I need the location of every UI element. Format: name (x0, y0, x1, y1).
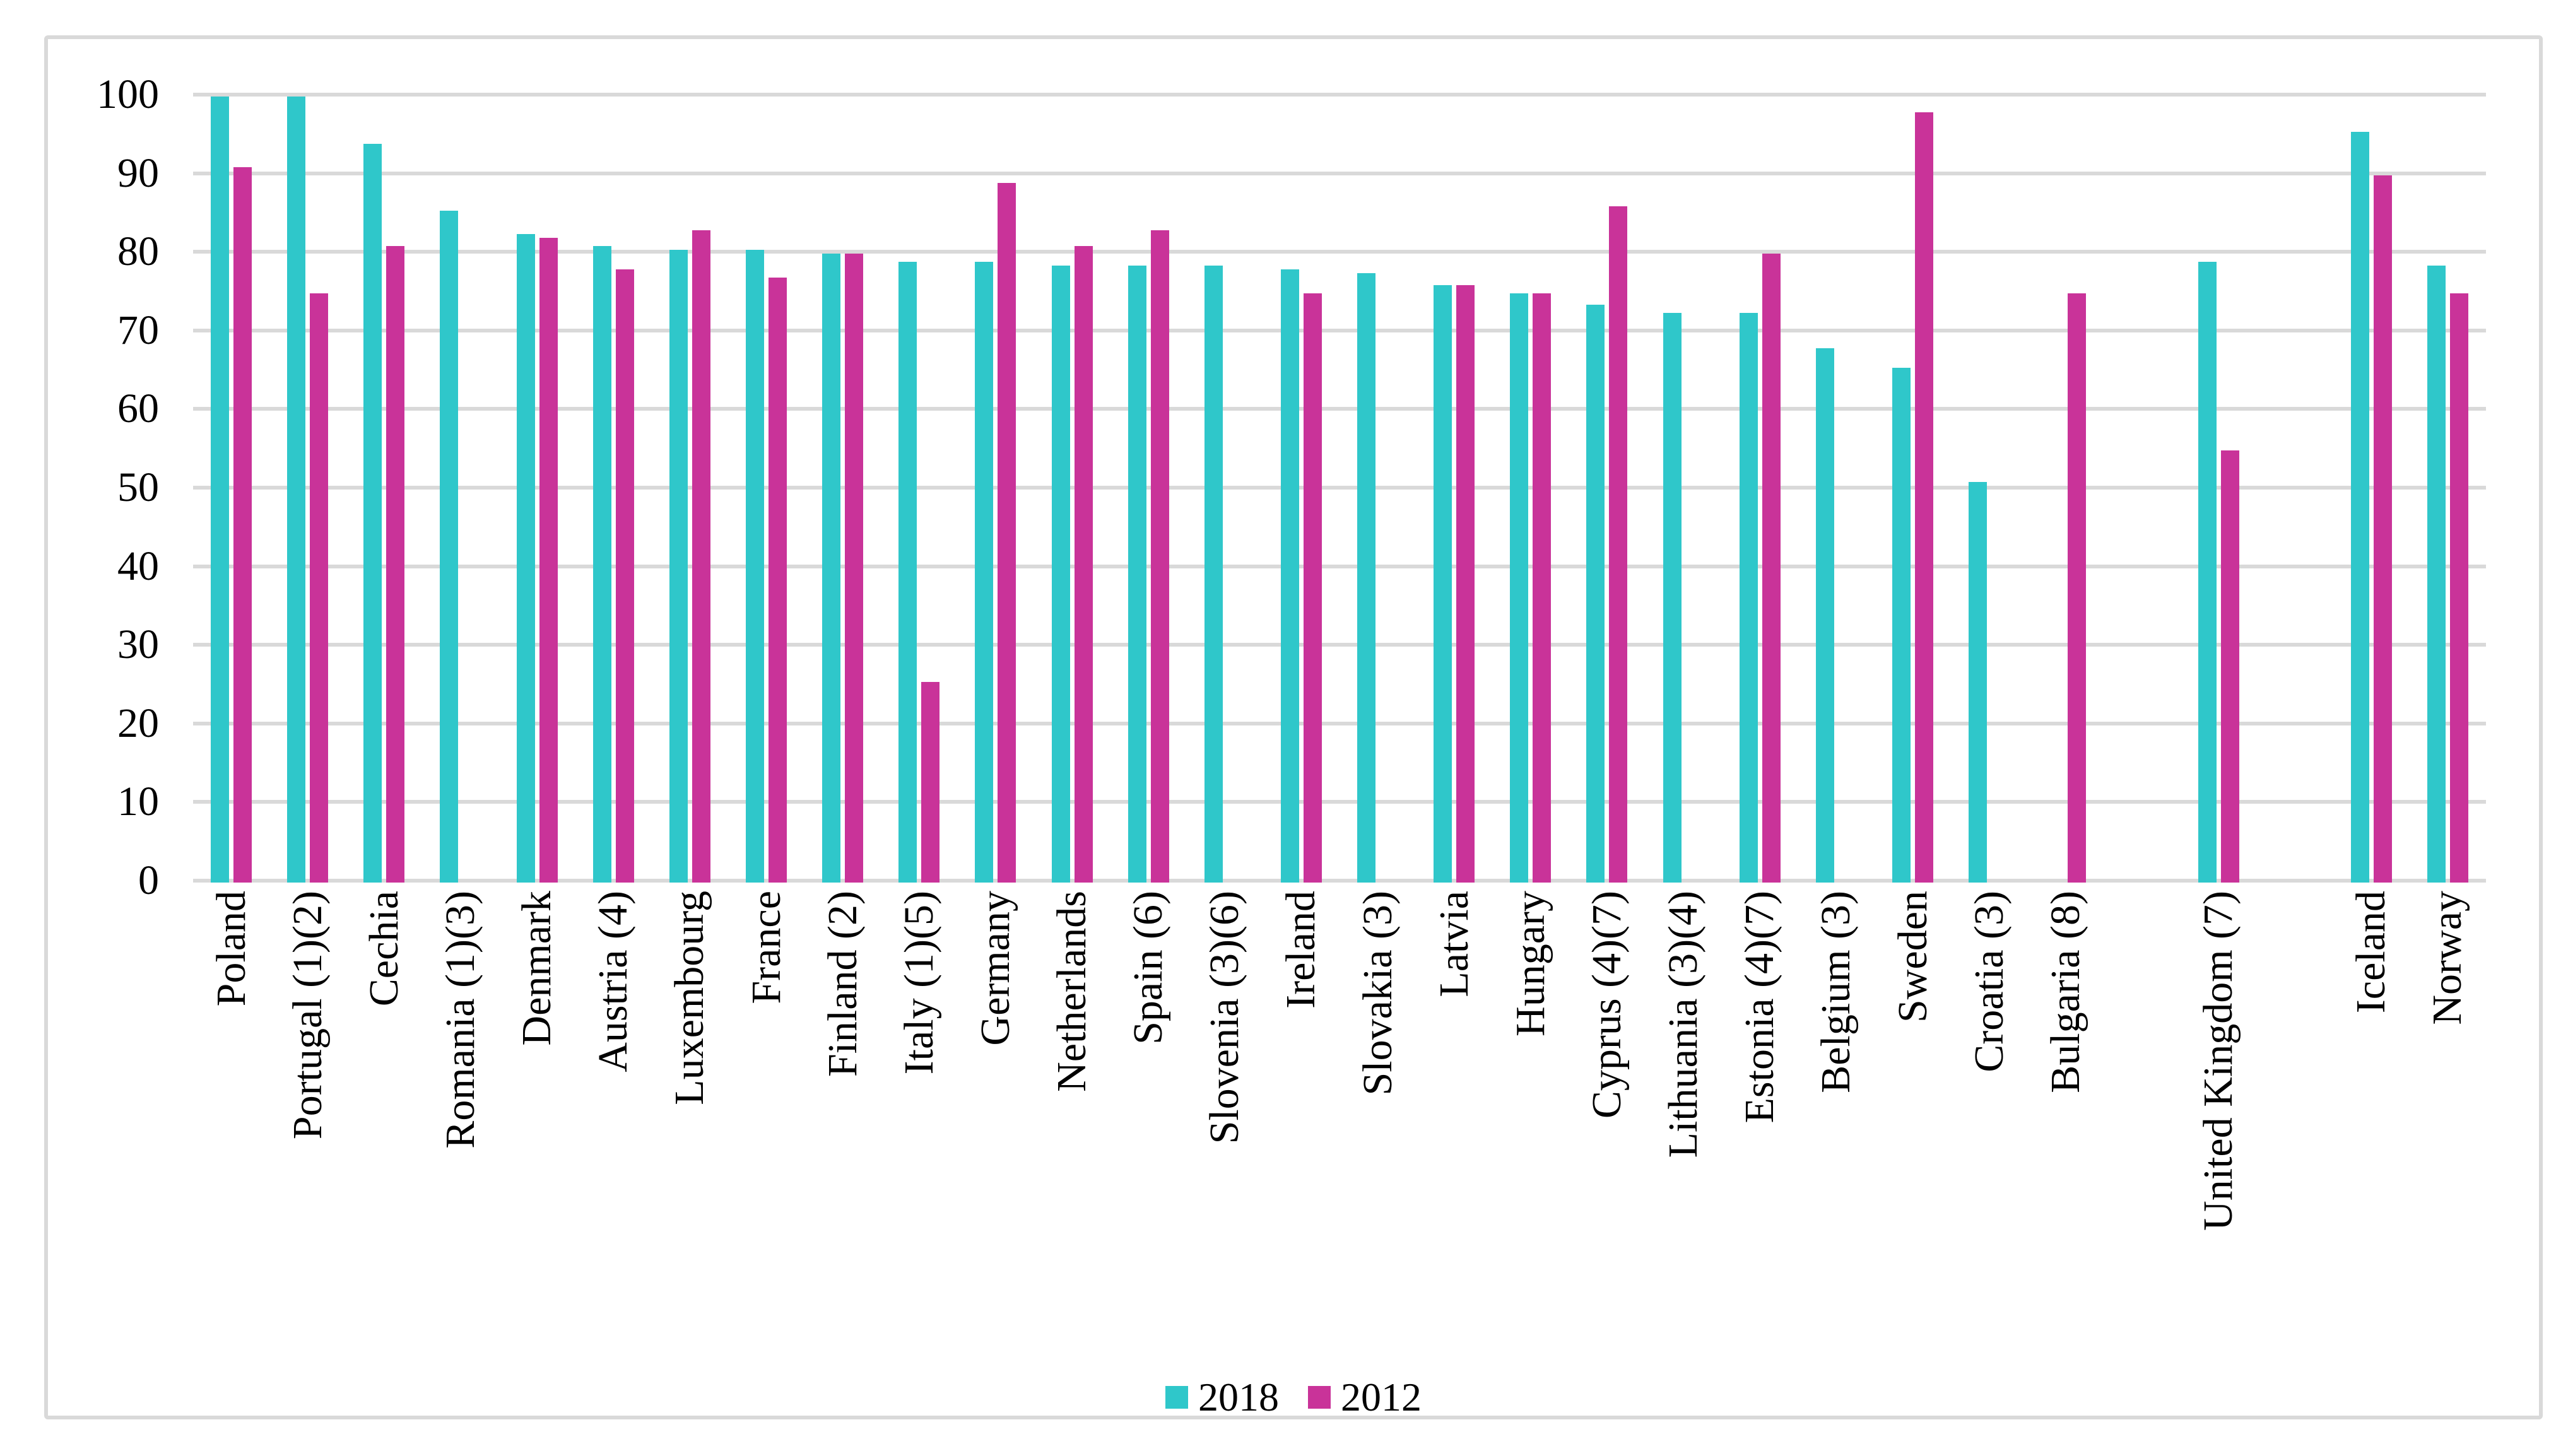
legend-label-2012: 2012 (1341, 1375, 1422, 1419)
legend-label-2018: 2018 (1198, 1375, 1279, 1419)
legend-swatch-2018 (1165, 1386, 1188, 1409)
legend-item-2012: 2012 (1308, 1377, 1422, 1418)
legend-item-2018: 2018 (1165, 1377, 1279, 1418)
legend-swatch-2012 (1308, 1386, 1331, 1409)
legend: 2018 2012 (48, 1369, 2539, 1426)
chart-figure: 2018 2012 (44, 35, 2543, 1419)
